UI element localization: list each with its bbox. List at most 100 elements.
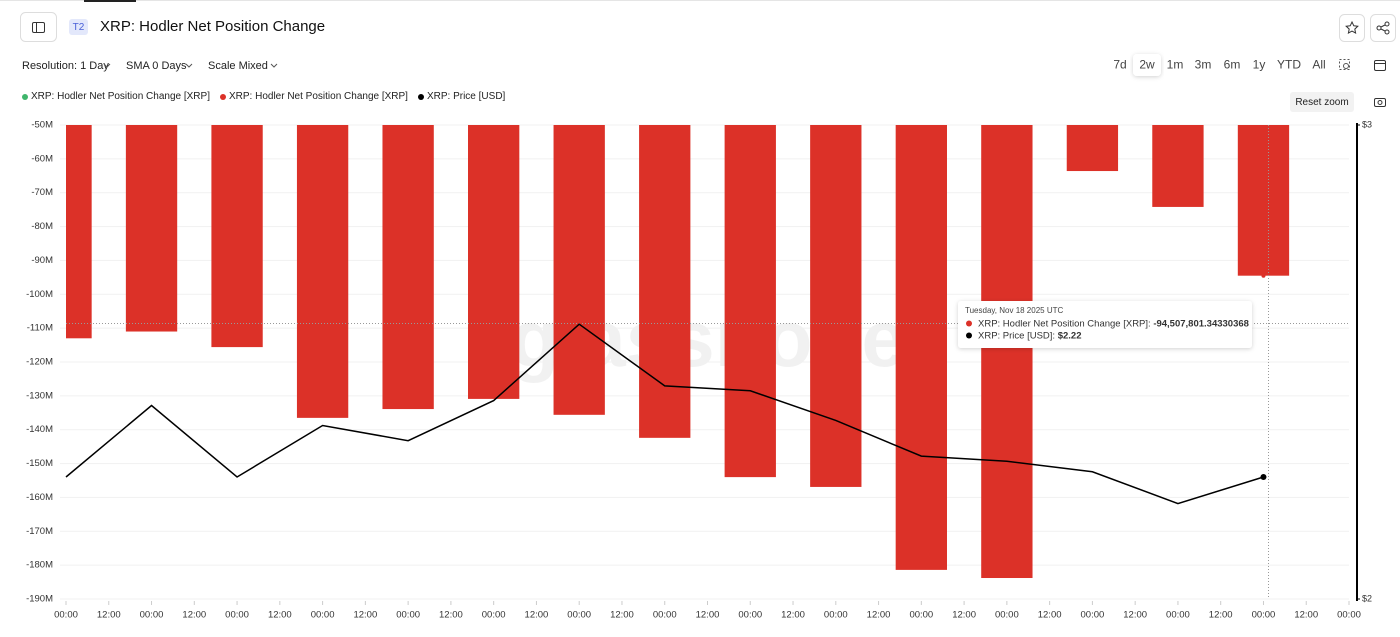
bar <box>1152 125 1204 207</box>
x-tick-label: 12:00 <box>610 610 634 621</box>
x-tick-label: 12:00 <box>268 610 292 621</box>
price-line <box>65 323 1264 505</box>
bar <box>895 125 947 570</box>
range-button[interactable]: 2w <box>1139 58 1155 72</box>
y-tick-label: -130M <box>26 390 53 401</box>
x-tick-label: 00:00 <box>311 610 335 621</box>
x-tick-label: 00:00 <box>1166 610 1190 621</box>
tooltip-date: Tuesday, Nov 18 2025 UTC <box>965 306 1063 315</box>
x-tick-label: 12:00 <box>97 610 121 621</box>
tooltip-label: XRP: Hodler Net Position Change [XRP]: <box>978 318 1151 329</box>
range-button[interactable]: All <box>1312 58 1325 72</box>
bar <box>639 125 691 438</box>
active-tab <box>84 0 136 2</box>
x-tick-label: 12:00 <box>952 610 976 621</box>
y-tick-label: -190M <box>26 594 53 605</box>
scale-dropdown[interactable]: Scale Mixed <box>208 60 268 72</box>
range-selected <box>1133 54 1161 76</box>
tooltip-dot <box>966 332 972 339</box>
chevron <box>103 63 111 68</box>
x-tick-label: 00:00 <box>567 610 591 621</box>
bar <box>553 125 605 415</box>
legend-item[interactable]: XRP: Hodler Net Position Change [XRP] <box>22 91 210 102</box>
x-tick-label: 12:00 <box>1209 610 1233 621</box>
calendar-icon[interactable] <box>1374 60 1386 71</box>
x-tick-label: 00:00 <box>225 610 249 621</box>
bar <box>724 125 776 478</box>
tooltip-dot <box>966 320 972 327</box>
bar <box>66 125 92 339</box>
legend-swatch <box>417 93 424 100</box>
camera-icon[interactable] <box>1374 98 1386 107</box>
y-tick-label: -60M <box>31 153 53 164</box>
legend-item[interactable]: XRP: Hodler Net Position Change [XRP] <box>219 91 408 102</box>
x-tick-label: 00:00 <box>1252 610 1276 621</box>
star-icon <box>1345 20 1359 35</box>
x-tick-label: 00:00 <box>738 610 762 621</box>
share-icon <box>1376 21 1390 35</box>
tier-badge-text: T2 <box>73 22 85 33</box>
range-button[interactable]: YTD <box>1277 58 1301 72</box>
y-tick-label: -110M <box>27 323 53 334</box>
legend: XRP: Hodler Net Position Change [XRP] XRP… <box>22 91 505 102</box>
x-tick-label: 00:00 <box>824 610 848 621</box>
bar <box>1237 125 1290 276</box>
y-tick-label: -180M <box>26 560 53 571</box>
x-tick-label: 12:00 <box>353 610 377 621</box>
legend-label: XRP: Price [USD] <box>426 91 506 102</box>
range-button[interactable]: 1m <box>1167 58 1184 72</box>
y2-axis <box>1356 123 1358 601</box>
y2-tick-label: $2 <box>1362 593 1372 603</box>
tooltip-row: XRP: Hodler Net Position Change [XRP]: -… <box>978 318 1249 329</box>
x-tick-label: 12:00 <box>696 610 720 621</box>
bar <box>1066 125 1119 172</box>
bar <box>810 125 862 487</box>
x-tick-label: 00:00 <box>54 610 78 621</box>
x-tick-label: 12:00 <box>525 610 549 621</box>
range-button[interactable]: 6m <box>1224 58 1241 72</box>
x-tick-label: 12:00 <box>1123 610 1147 621</box>
x-tick-label: 00:00 <box>995 610 1019 621</box>
sidebar-button[interactable] <box>20 12 57 42</box>
bar <box>981 125 1033 579</box>
reset-zoom-text: Reset zoom <box>1295 97 1348 108</box>
favorite-button[interactable] <box>1339 14 1365 42</box>
legend-item[interactable]: XRP: Price [USD] <box>417 91 506 102</box>
range-button[interactable]: 1y <box>1253 58 1266 72</box>
reset-zoom-button[interactable] <box>1290 92 1354 112</box>
x-tick-label: 12:00 <box>867 610 891 621</box>
legend-label: XRP: Hodler Net Position Change [XRP] <box>31 91 210 102</box>
x-tick-label: 12:00 <box>1294 610 1318 621</box>
y-tick-label: -120M <box>26 357 53 368</box>
zoom-icon[interactable] <box>1339 59 1350 70</box>
resolution-dropdown[interactable]: Resolution: 1 Day <box>22 60 109 72</box>
tooltip-value: -94,507,801.34330368 <box>1153 318 1249 329</box>
tooltip <box>958 301 1252 348</box>
y-tick-label: -90M <box>31 255 53 266</box>
sma-dropdown[interactable]: SMA 0 Days <box>126 60 187 72</box>
y-tick-label: -100M <box>26 289 53 300</box>
x-tick-label: 12:00 <box>182 610 206 621</box>
y-tick-label: -160M <box>26 492 53 503</box>
bar <box>296 125 349 418</box>
legend-label: XRP: Hodler Net Position Change [XRP] <box>228 91 408 102</box>
bar <box>468 125 520 399</box>
x-tick-label: 00:00 <box>653 610 677 621</box>
chevron <box>270 63 278 68</box>
x-tick-label: 00:00 <box>909 610 933 621</box>
hover-dot <box>1260 474 1267 481</box>
y-tick-label: -140M <box>26 424 53 435</box>
y-tick-label: -170M <box>26 526 53 537</box>
x-tick-label: 00:00 <box>1337 610 1361 621</box>
range-button[interactable]: 7d <box>1113 58 1126 72</box>
bar <box>125 125 178 332</box>
chevron <box>185 63 193 68</box>
share-button[interactable] <box>1370 14 1396 42</box>
legend-swatch <box>22 93 28 100</box>
tier-badge <box>69 19 88 35</box>
y-tick-label: -70M <box>31 187 53 198</box>
range-button[interactable]: 3m <box>1195 58 1212 72</box>
sidebar-icon <box>32 22 45 33</box>
